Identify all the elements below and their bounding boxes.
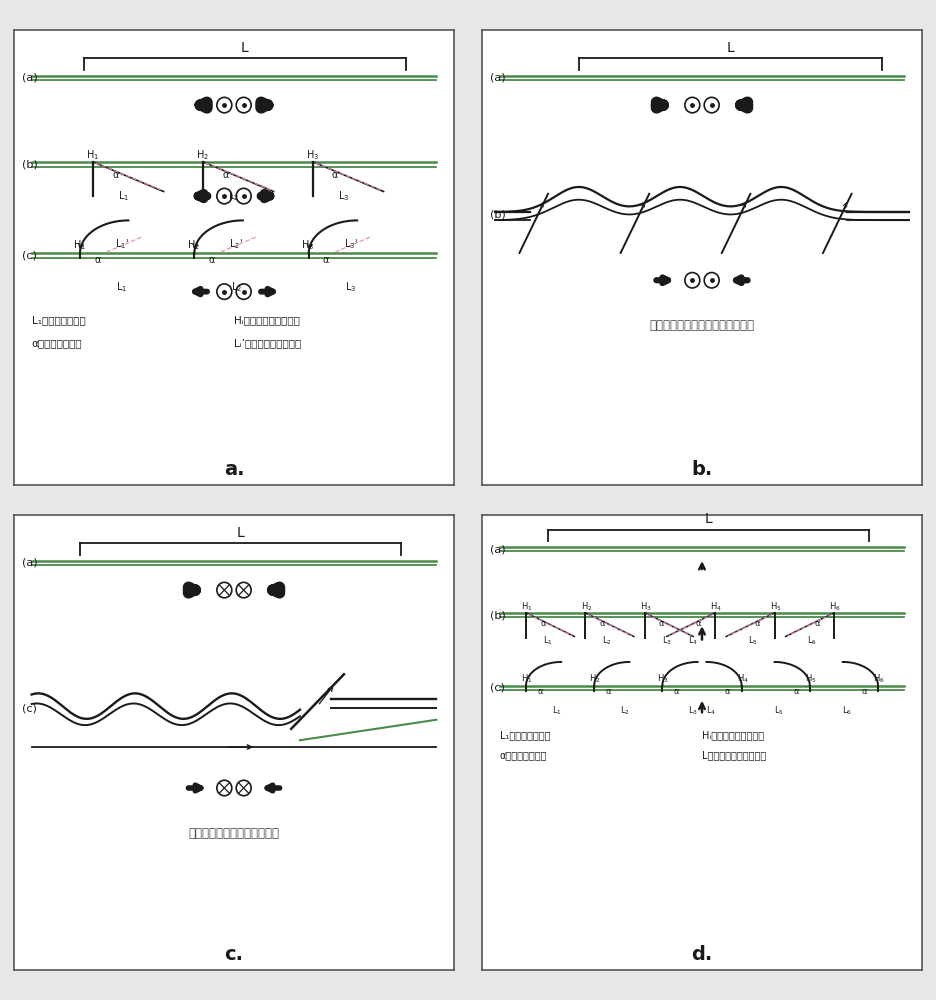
Text: 陆内前陆隆起、冲断隆起成因模式: 陆内前陆隆起、冲断隆起成因模式 xyxy=(650,319,754,332)
Text: α: α xyxy=(673,687,679,696)
Text: α: α xyxy=(209,255,215,265)
Text: α：翘起断块倾角: α：翘起断块倾角 xyxy=(32,338,82,348)
Text: L: L xyxy=(726,41,735,55)
Text: H$_2$: H$_2$ xyxy=(187,238,200,252)
Text: H$_2$: H$_2$ xyxy=(590,672,601,685)
Text: L$_3$: L$_3$ xyxy=(662,635,672,647)
Text: L$_1$: L$_1$ xyxy=(552,705,562,717)
Text: (c): (c) xyxy=(22,703,37,713)
Text: Hᵢ：边界断裂水平断距: Hᵢ：边界断裂水平断距 xyxy=(234,315,300,325)
Text: α: α xyxy=(861,687,867,696)
Text: d.: d. xyxy=(692,945,712,964)
Text: H$_6$: H$_6$ xyxy=(873,672,885,685)
Text: b.: b. xyxy=(692,460,712,479)
Text: H$_3$: H$_3$ xyxy=(657,672,669,685)
Text: α: α xyxy=(814,619,820,628)
Text: a.: a. xyxy=(224,460,244,479)
Text: L$_5$: L$_5$ xyxy=(774,705,784,717)
Text: H$_2$: H$_2$ xyxy=(196,148,209,162)
Text: L$_1$: L$_1$ xyxy=(543,635,553,647)
Text: L$_1$: L$_1$ xyxy=(119,189,129,203)
Text: H$_2$: H$_2$ xyxy=(580,600,592,613)
Text: H$_3$: H$_3$ xyxy=(306,148,319,162)
Text: H$_4$: H$_4$ xyxy=(710,600,722,613)
Text: H$_1$: H$_1$ xyxy=(521,672,533,685)
Text: α: α xyxy=(537,687,543,696)
Text: 台内克拉通内古隆起成因模式: 台内克拉通内古隆起成因模式 xyxy=(188,827,280,840)
Text: α: α xyxy=(724,687,730,696)
Text: H$_6$: H$_6$ xyxy=(829,600,841,613)
Text: Lᵢ’：断块翘倾端剂蚀量: Lᵢ’：断块翘倾端剂蚀量 xyxy=(234,338,301,348)
Text: α：翘起断块倾角: α：翘起断块倾角 xyxy=(500,750,548,760)
Text: L$_2$': L$_2$' xyxy=(229,237,243,251)
Text: α: α xyxy=(95,255,100,265)
Text: L$_4$: L$_4$ xyxy=(706,705,716,717)
Text: (a): (a) xyxy=(22,73,37,83)
Text: Hᵢ：边界断裂水平断距: Hᵢ：边界断裂水平断距 xyxy=(702,730,764,740)
Text: L$_2$: L$_2$ xyxy=(230,280,241,294)
Text: α: α xyxy=(540,619,546,628)
Text: (b): (b) xyxy=(490,209,505,219)
Text: α: α xyxy=(112,170,119,180)
Text: L$_1$': L$_1$' xyxy=(115,237,129,251)
Text: L$_4$: L$_4$ xyxy=(688,635,698,647)
Text: α: α xyxy=(599,619,605,628)
Text: L$_2$: L$_2$ xyxy=(603,635,612,647)
Text: α: α xyxy=(659,619,665,628)
Text: H$_4$: H$_4$ xyxy=(737,672,749,685)
Text: L$_2$: L$_2$ xyxy=(620,705,630,717)
Text: (a): (a) xyxy=(22,558,37,568)
Text: H$_1$: H$_1$ xyxy=(86,148,99,162)
Text: L$_5$: L$_5$ xyxy=(748,635,757,647)
Text: (a): (a) xyxy=(490,73,505,83)
Text: H$_5$: H$_5$ xyxy=(769,600,782,613)
Text: L$_1$: L$_1$ xyxy=(116,280,127,294)
Text: L：隆起到断陷边界距离: L：隆起到断陷边界距离 xyxy=(702,750,767,760)
Text: L$_3$: L$_3$ xyxy=(345,280,357,294)
Text: H$_3$: H$_3$ xyxy=(301,238,314,252)
Text: (a): (a) xyxy=(490,544,505,554)
Text: (b): (b) xyxy=(22,159,37,169)
Text: (c): (c) xyxy=(22,250,37,260)
Text: H$_3$: H$_3$ xyxy=(640,600,651,613)
Text: α: α xyxy=(323,255,329,265)
Text: α: α xyxy=(793,687,798,696)
Text: L: L xyxy=(705,512,712,526)
Text: α: α xyxy=(332,170,339,180)
Text: L: L xyxy=(241,41,249,55)
Text: L$_3$: L$_3$ xyxy=(688,705,698,717)
Text: H$_1$: H$_1$ xyxy=(73,238,86,252)
Text: (c): (c) xyxy=(490,683,505,693)
Text: L₁：断陷基底宽度: L₁：断陷基底宽度 xyxy=(500,730,550,740)
Text: H$_1$: H$_1$ xyxy=(521,600,533,613)
Text: α: α xyxy=(695,619,701,628)
Text: L$_6$: L$_6$ xyxy=(842,705,852,717)
Text: L$_3$': L$_3$' xyxy=(344,237,358,251)
Text: α: α xyxy=(222,170,228,180)
Text: L: L xyxy=(237,526,244,540)
Text: α: α xyxy=(606,687,610,696)
Text: L₁：断陷基底宽度: L₁：断陷基底宽度 xyxy=(32,315,85,325)
Text: α: α xyxy=(754,619,760,628)
Text: H$_5$: H$_5$ xyxy=(805,672,816,685)
Text: L$_6$: L$_6$ xyxy=(807,635,817,647)
Text: c.: c. xyxy=(225,945,243,964)
Text: L$_2$: L$_2$ xyxy=(228,189,240,203)
Text: (b): (b) xyxy=(490,610,505,620)
Text: L$_3$: L$_3$ xyxy=(338,189,350,203)
